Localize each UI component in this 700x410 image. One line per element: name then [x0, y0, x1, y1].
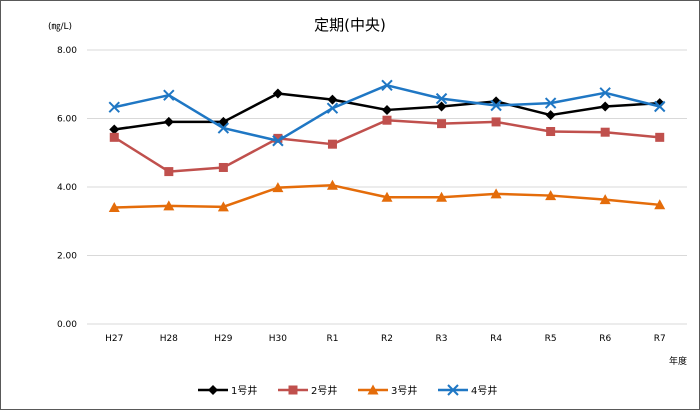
data-point [381, 191, 393, 202]
legend-item: 4号井 [438, 384, 497, 397]
series-3 [108, 179, 666, 213]
series-2 [109, 115, 665, 177]
y-tick-label: 4.00 [57, 183, 77, 193]
data-point [217, 122, 230, 134]
x-tick-label: H27 [105, 334, 123, 344]
data-point [272, 88, 283, 99]
legend-label: 3号井 [391, 384, 417, 397]
data-point [326, 179, 338, 190]
legend-marker [208, 385, 218, 395]
data-point [272, 135, 284, 147]
data-point [546, 127, 556, 137]
data-point [544, 97, 557, 109]
data-point [436, 101, 447, 112]
legend-marker [288, 385, 298, 395]
data-point [272, 182, 284, 193]
y-tick-label: 2.00 [57, 252, 77, 262]
x-tick-label: R4 [490, 334, 502, 344]
data-point [545, 190, 557, 201]
x-tick-label: R6 [599, 334, 611, 344]
series-1 [109, 88, 665, 135]
data-point [655, 132, 665, 142]
x-tick-label: H30 [269, 334, 287, 344]
x-axis-label: 年度 [669, 355, 687, 367]
legend-item: 3号井 [358, 384, 417, 397]
data-point [491, 117, 501, 127]
x-tick-label: R1 [326, 334, 338, 344]
data-point [436, 191, 448, 202]
legend-label: 2号井 [311, 384, 337, 397]
data-point [327, 94, 338, 105]
data-point [108, 101, 120, 113]
data-point [654, 199, 666, 210]
legend-label: 1号井 [231, 384, 257, 397]
data-point [164, 167, 174, 177]
x-tick-label: R2 [381, 334, 393, 344]
x-tick-label: R7 [654, 334, 666, 344]
data-point [163, 116, 174, 127]
y-tick-label: 6.00 [57, 115, 77, 125]
legend-label: 4号井 [471, 384, 497, 397]
data-point [108, 202, 120, 213]
legend-item: 1号井 [198, 384, 257, 397]
gridlines [87, 49, 687, 325]
data-point [435, 92, 448, 105]
data-point [599, 194, 611, 205]
data-point [600, 127, 610, 137]
legend-item: 2号井 [278, 384, 337, 397]
data-point [327, 139, 337, 149]
data-point [273, 133, 283, 143]
data-point [109, 132, 119, 142]
data-point [218, 162, 228, 172]
data-point [163, 200, 175, 211]
data-point [382, 104, 392, 115]
x-tick-label: H28 [160, 334, 178, 344]
data-point [654, 100, 666, 113]
data-point [326, 102, 339, 114]
data-point [381, 79, 393, 91]
x-tick-label: R3 [436, 334, 448, 344]
data-point [217, 201, 229, 212]
data-point [437, 119, 447, 129]
y-tick-label: 0.00 [57, 320, 77, 330]
x-tick-label: H29 [214, 334, 232, 344]
legend-marker [367, 384, 379, 395]
data-point [109, 124, 120, 135]
data-point [490, 99, 502, 112]
legend: 1号井 2号井 3号井 4号井 [198, 384, 497, 397]
y-tick-labels: 0.00 2.00 4.00 6.00 8.00 [57, 46, 77, 330]
data-point [382, 115, 392, 125]
x-tick-labels: H27 H28 H29 H30 R1 R2 R3 R4 R5 R6 R7 [105, 334, 666, 344]
y-axis-unit-label: (㎎/L) [48, 22, 72, 32]
data-point [599, 87, 611, 99]
data-point [163, 89, 175, 101]
x-tick-label: R5 [545, 334, 557, 344]
series-layer [108, 79, 666, 213]
y-tick-label: 8.00 [57, 46, 77, 56]
data-point [490, 188, 502, 199]
data-point [600, 101, 611, 112]
series-line [113, 118, 660, 173]
chart-title: 定期(中央) [314, 16, 386, 34]
legend-marker [447, 384, 459, 396]
series-4 [108, 79, 666, 147]
data-point [545, 110, 556, 121]
